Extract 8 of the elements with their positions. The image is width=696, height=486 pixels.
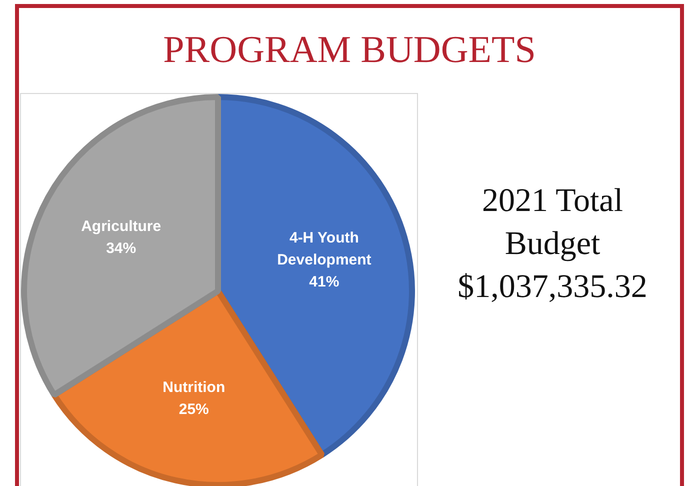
chart-title: PROGRAM BUDGETS — [162, 28, 537, 72]
data-label: 25% — [178, 401, 209, 418]
data-label: 34% — [106, 240, 136, 257]
text: 2021 Total Budget $1,037,335.32 — [456, 182, 648, 307]
slice-label: Agriculture — [81, 218, 162, 235]
slice-label: 4-H Youth Development — [277, 229, 372, 268]
slice-label: Nutrition — [162, 379, 226, 396]
data-label: 41% — [309, 273, 340, 290]
